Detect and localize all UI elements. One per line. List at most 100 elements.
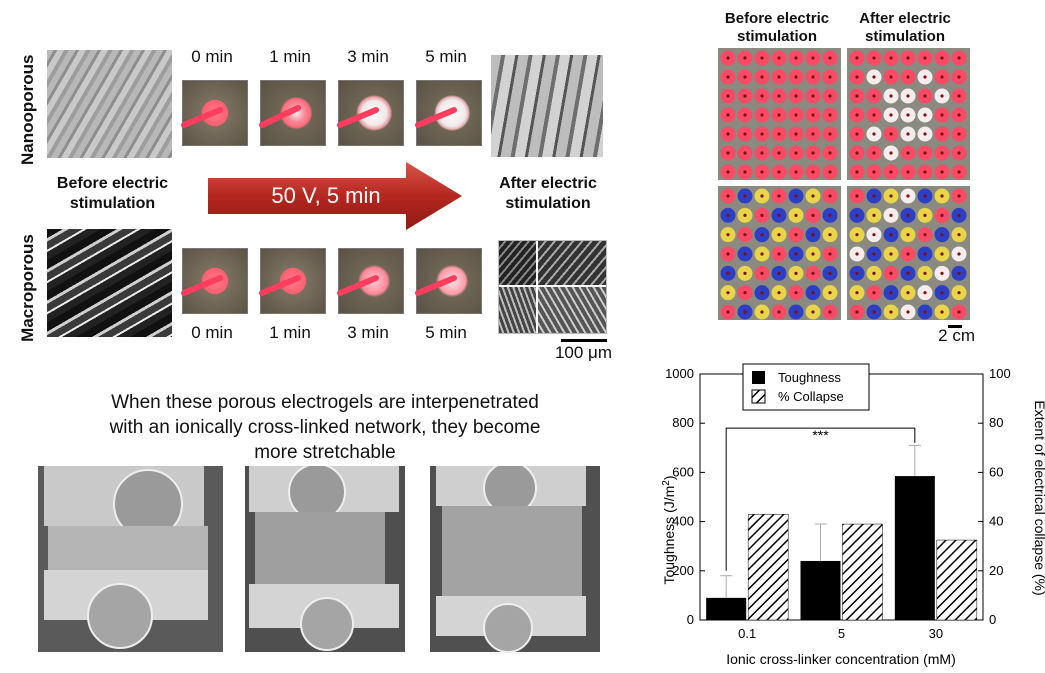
plate-well-center [760, 94, 764, 98]
plate-caption-line: Before electric [724, 10, 830, 27]
plate-well-center [777, 310, 781, 314]
plate-well-center [811, 252, 815, 256]
bottom-time-label: 5 min [425, 323, 467, 342]
plate-well-center [726, 132, 730, 136]
plate-well-center [957, 132, 961, 136]
stretch-caption-line: When these porous electrogels are interp… [111, 392, 539, 413]
plate-well-center [855, 194, 859, 198]
stretch-caption: When these porous electrogels are interp… [30, 390, 620, 465]
bar-toughness [800, 560, 841, 620]
plate-well-center [811, 291, 815, 295]
plate-well-center [906, 75, 910, 79]
plate-well-center [855, 310, 859, 314]
y-right-tick-label: 80 [989, 415, 1003, 430]
plate-well-center [777, 252, 781, 256]
plate-well-center [760, 170, 764, 174]
y-right-tick-label: 100 [989, 366, 1011, 381]
plate-well-center [889, 310, 893, 314]
plate-well-center [726, 170, 730, 174]
plate-well-center [889, 271, 893, 275]
plate-well-center [828, 213, 832, 217]
plate-well-center [923, 56, 927, 60]
plate-well-center [794, 310, 798, 314]
bottom-time-label: 3 min [347, 323, 389, 342]
y-axis-title-close: ) [661, 475, 677, 480]
x-tick-label: 0.1 [738, 626, 756, 641]
plate-well-center [760, 132, 764, 136]
plate-well-center [872, 271, 876, 275]
plate-well-center [828, 271, 832, 275]
plate-well-center [726, 56, 730, 60]
before-caption-line: stimulation [69, 195, 156, 212]
plate-well-center [828, 113, 832, 117]
plate-well-center [855, 151, 859, 155]
plate-well-center [889, 291, 893, 295]
bar-toughness [706, 597, 747, 620]
sem-macroporous-before [47, 229, 172, 337]
plate-well-center [828, 151, 832, 155]
plate-well-center [855, 56, 859, 60]
plate-well-center [828, 194, 832, 198]
probe-line [337, 275, 379, 296]
after-caption-line: After electric [499, 175, 597, 192]
significance-bracket [725, 427, 916, 571]
plate-well-center [957, 75, 961, 79]
plate-well-center [794, 56, 798, 60]
plate-well-center [855, 75, 859, 79]
gel-photo-macro-0 [182, 248, 248, 314]
plate-well-center [889, 94, 893, 98]
plate-well-center [940, 252, 944, 256]
plate-well-center [923, 291, 927, 295]
plate-well-center [889, 233, 893, 237]
plate-well-center [743, 310, 747, 314]
plate-well-center [872, 170, 876, 174]
plate-well-center [743, 252, 747, 256]
legend-label-collapse: % Collapse [778, 389, 844, 404]
plate-well-center [855, 132, 859, 136]
plate-well-center [794, 170, 798, 174]
plate-well-center [811, 170, 815, 174]
top-time-label: 3 min [347, 47, 389, 66]
probe-line [337, 107, 379, 128]
plate-well-center [906, 194, 910, 198]
legend-swatch-collapse [751, 389, 766, 404]
bar-collapse [936, 539, 978, 621]
plate-well-center [726, 252, 730, 256]
plate-well-center [794, 291, 798, 295]
plate-well-center [743, 233, 747, 237]
plate-well-center [794, 213, 798, 217]
plate-well-center [777, 113, 781, 117]
sem-scale-label: 100 μm [554, 343, 612, 362]
plate-well-center [828, 132, 832, 136]
plate-well-center [811, 56, 815, 60]
plate-well-center [726, 291, 730, 295]
plate-well-center [777, 213, 781, 217]
plate-well-center [855, 252, 859, 256]
y-tick-label: 200 [672, 563, 694, 578]
well-plates [718, 48, 970, 320]
plate-well-center [794, 132, 798, 136]
plate-well-center [940, 213, 944, 217]
plate-well-center [777, 75, 781, 79]
plate-well-center [743, 94, 747, 98]
y-tick-label: 1000 [665, 366, 694, 381]
y-axis-title: Toughness (J/m2) [661, 475, 677, 584]
plate-well-center [743, 271, 747, 275]
toughness-chart: 0 200 400 600 800 1000 0 20 40 60 80 100 0.1 5 30 *** T… [661, 363, 1045, 667]
plate-well-center [828, 310, 832, 314]
plate-well-center [743, 213, 747, 217]
plate-well-center [828, 233, 832, 237]
plate-well-center [957, 194, 961, 198]
y-axis-title-sup: 2 [661, 480, 672, 486]
plate-well-center [923, 151, 927, 155]
plate-well-center [872, 132, 876, 136]
plate-well-center [777, 194, 781, 198]
top-time-label: 1 min [269, 47, 311, 66]
plate-well-center [906, 233, 910, 237]
plate-caption-line: After electric [859, 10, 951, 27]
plate-well-center [957, 252, 961, 256]
plate-well-center [828, 94, 832, 98]
before-caption: Before electric stimulation [40, 174, 185, 214]
plate-well-center [743, 132, 747, 136]
bar-collapse [842, 523, 883, 621]
